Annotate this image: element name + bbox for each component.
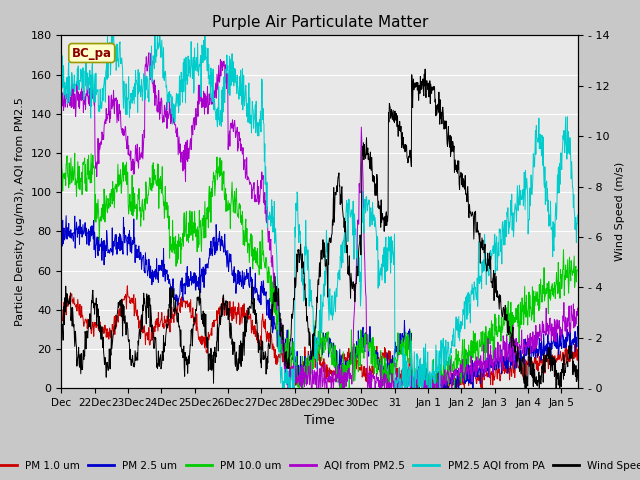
Y-axis label: Particle Density (ug/m3), AQI from PM2.5: Particle Density (ug/m3), AQI from PM2.5	[15, 97, 25, 326]
Y-axis label: Wind Speed (m/s): Wind Speed (m/s)	[615, 162, 625, 262]
Title: Purple Air Particulate Matter: Purple Air Particulate Matter	[212, 15, 428, 30]
X-axis label: Time: Time	[305, 414, 335, 427]
Legend: PM 1.0 um, PM 2.5 um, PM 10.0 um, AQI from PM2.5, PM2.5 AQI from PA, Wind Speed: PM 1.0 um, PM 2.5 um, PM 10.0 um, AQI fr…	[0, 456, 640, 475]
Text: BC_pa: BC_pa	[72, 47, 112, 60]
